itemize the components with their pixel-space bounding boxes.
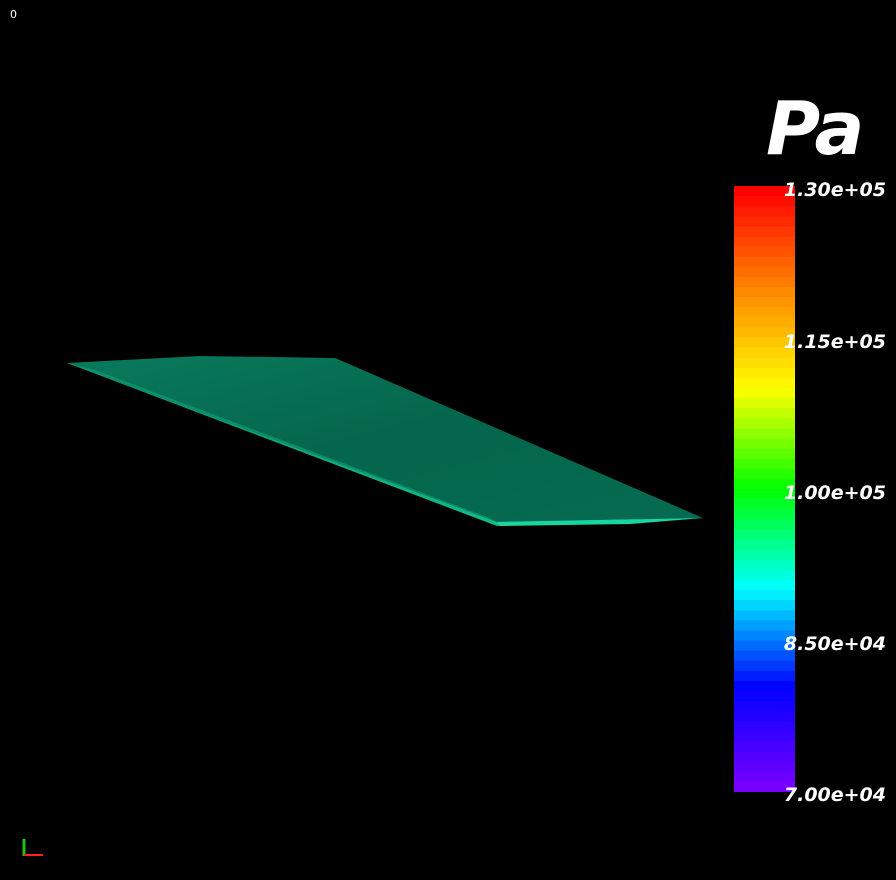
colorbar-band [734,559,795,571]
colorbar-band [734,388,795,399]
colorbar-band [734,428,795,440]
colorbar-band [734,398,795,409]
scalar-bar-title: Pa [766,86,864,172]
scalar-bar-tick: 7.00e+04 [783,784,886,806]
colorbar-band [734,216,795,227]
colorbar-band [734,297,795,308]
colorbar-band [734,600,795,611]
colorbar-band [734,276,795,288]
scalar-bar-tick: 1.15e+05 [783,331,886,353]
plate-top-face [67,356,703,522]
colorbar-band [734,377,795,389]
colorbar-band [734,266,795,278]
colorbar-band [734,256,795,268]
colorbar-band [734,590,795,601]
scalar-bar-tick: 8.50e+04 [783,633,886,655]
colorbar-band [734,640,795,652]
scalar-bar-colorbar [734,186,795,793]
colorbar-band [734,186,795,197]
colorbar-band [734,630,795,642]
colorbar-band [734,307,795,318]
colorbar-band [734,680,795,692]
colorbar-band [734,408,795,419]
colorbar-band [734,196,795,207]
colorbar-gradient [734,186,795,793]
colorbar-band [734,670,795,682]
colorbar-band [734,771,795,783]
colorbar-band [734,367,795,379]
colorbar-band [734,357,795,369]
colorbar-band [734,781,795,793]
colorbar-band [734,438,795,450]
colorbar-band [734,539,795,551]
colorbar-band [734,509,795,520]
scalar-bar-tick: 1.00e+05 [783,482,886,504]
orientation-axes-icon[interactable] [18,836,48,860]
colorbar-band [734,701,795,712]
colorbar-band [734,489,795,500]
colorbar-band [734,226,795,238]
colorbar-band [734,458,795,470]
colorbar-band [734,287,795,298]
colorbar-band [734,751,795,763]
scalar-bar-tick: 1.30e+05 [783,179,886,201]
colorbar-band [734,317,795,328]
colorbar-band [734,731,795,743]
colorbar-band [734,499,795,510]
colorbar-band [734,337,795,349]
axes-triad-graphic [22,839,43,856]
colorbar-band [734,347,795,359]
plate-end-edge [497,518,703,526]
colorbar-band [734,761,795,773]
colorbar-band [734,468,795,480]
colorbar-band [734,620,795,631]
colorbar-band [734,448,795,460]
colorbar-band [734,529,795,541]
plate-highlight [67,363,497,522]
frame-counter: 0 [10,8,17,21]
colorbar-band [734,721,795,732]
colorbar-band [734,478,795,490]
colorbar-band [734,691,795,702]
colorbar-band [734,246,795,258]
colorbar-band [734,206,795,217]
colorbar-band [734,549,795,561]
colorbar-band [734,327,795,339]
colorbar-band [734,519,795,530]
colorbar-band [734,711,795,722]
colorbar-band [734,650,795,662]
colorbar-band [734,660,795,672]
colorbar-band [734,569,795,581]
colorbar-band [734,610,795,621]
colorbar-band [734,579,795,591]
colorbar-band [734,236,795,248]
colorbar-band [734,418,795,429]
colorbar-band [734,741,795,753]
